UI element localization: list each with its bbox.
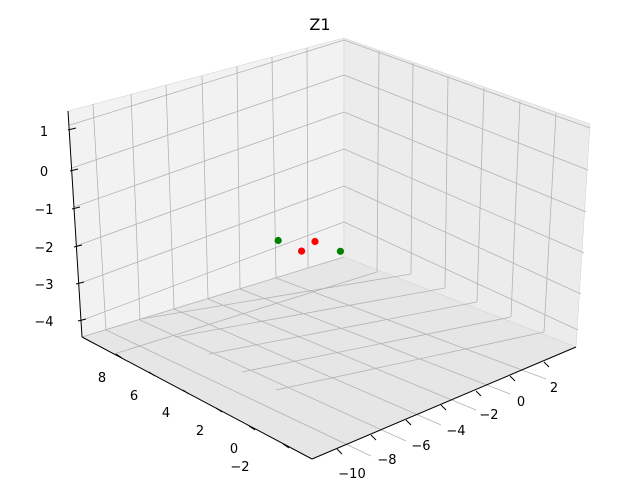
- x-tick-label: 0: [517, 395, 525, 410]
- y-tick-label: 2: [196, 424, 204, 439]
- scatter-point: [311, 237, 319, 246]
- z-tick-label: −1: [34, 203, 53, 218]
- x-axis-line: [311, 346, 577, 460]
- gridlines: [69, 39, 591, 457]
- x-tick-labels: −10 −8 −6 −4 −2 0 2: [338, 381, 558, 480]
- scatter-point: [298, 247, 306, 255]
- z-tick-label: −4: [34, 315, 53, 330]
- scatter-point: [274, 236, 282, 245]
- z-tick-label: 1: [40, 125, 48, 140]
- y-tick-label: 0: [230, 442, 238, 457]
- z-tick-label: −3: [34, 278, 53, 293]
- z-tick-label: 0: [40, 165, 48, 180]
- tick-marks: [67, 127, 550, 455]
- z-tick-label: −2: [34, 241, 53, 256]
- y-tick-label: 6: [130, 389, 138, 404]
- x-tick-label: −8: [377, 453, 396, 468]
- scatter-point: [336, 247, 344, 255]
- y-tick-labels: −2 0 2 4 6 8: [98, 371, 250, 475]
- z-axis-line: [67, 110, 83, 338]
- z-tick-labels: −4 −3 −2 −1 0 1: [34, 125, 53, 330]
- x-tick-label: 2: [550, 381, 558, 396]
- y-tick-label: 8: [98, 371, 106, 386]
- x-tick-label: −4: [446, 424, 465, 439]
- y-tick-label: 4: [162, 406, 170, 421]
- x-tick-label: −2: [479, 408, 498, 423]
- x-tick-label: −10: [338, 467, 365, 480]
- chart-title: Z1: [309, 15, 330, 34]
- y-tick-label: −2: [230, 460, 249, 475]
- scatter-points: [274, 236, 344, 255]
- x-tick-label: −6: [411, 439, 430, 454]
